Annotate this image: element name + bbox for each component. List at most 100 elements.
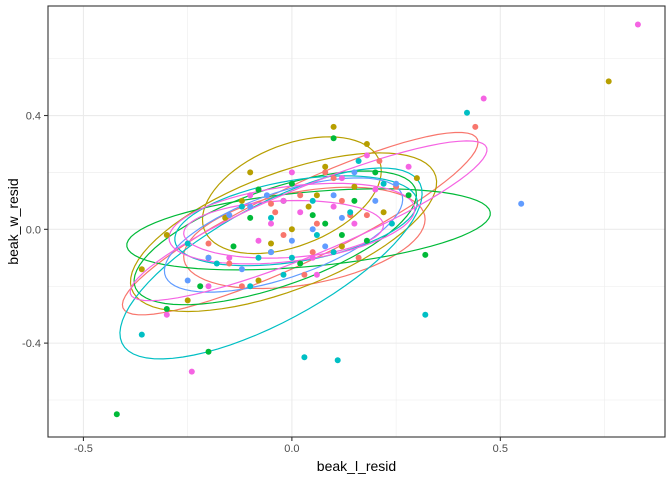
data-point — [388, 220, 395, 227]
panel-border — [47, 5, 666, 438]
data-point — [138, 266, 145, 273]
data-point — [334, 357, 341, 364]
data-point — [363, 152, 370, 159]
data-point — [238, 197, 245, 204]
data-point — [255, 186, 262, 193]
data-point — [280, 197, 287, 204]
x-axis-ticks: -0.5 0.0 0.5 — [74, 437, 508, 455]
data-point — [309, 212, 316, 219]
confidence-ellipse — [183, 186, 426, 290]
data-point — [247, 192, 254, 199]
data-point — [322, 163, 329, 170]
data-point — [393, 180, 400, 187]
data-point — [313, 271, 320, 278]
data-point — [330, 175, 337, 182]
data-point — [518, 200, 525, 207]
data-point — [205, 348, 212, 355]
data-point — [338, 232, 345, 238]
data-point — [288, 254, 295, 261]
data-point — [238, 266, 245, 273]
data-point — [363, 141, 370, 147]
data-point — [197, 283, 204, 290]
confidence-ellipse — [129, 152, 438, 313]
data-point — [309, 226, 316, 233]
data-point — [138, 331, 145, 338]
data-point — [351, 220, 358, 227]
data-point — [351, 169, 358, 176]
data-point — [288, 237, 295, 244]
data-point — [338, 214, 345, 221]
data-point — [355, 254, 362, 261]
data-point — [305, 203, 312, 210]
data-point — [268, 200, 274, 207]
data-point — [238, 203, 245, 210]
data-point — [313, 232, 320, 238]
data-point — [226, 254, 233, 261]
data-point — [113, 411, 120, 418]
data-point — [268, 249, 274, 256]
data-point — [372, 197, 379, 204]
data-point — [184, 297, 191, 304]
data-point — [338, 243, 345, 250]
confidence-ellipse — [168, 182, 416, 265]
data-point — [268, 240, 274, 247]
data-point — [330, 192, 337, 199]
x-tick-label: 0.5 — [493, 443, 508, 455]
data-point — [313, 220, 320, 227]
data-point — [268, 214, 274, 221]
data-point — [247, 283, 254, 290]
data-point — [288, 226, 295, 233]
data-points — [113, 21, 641, 418]
data-point — [188, 368, 195, 375]
data-point — [205, 240, 212, 247]
data-point — [205, 283, 212, 290]
data-point — [347, 209, 354, 216]
data-point — [405, 192, 412, 199]
data-point — [163, 311, 170, 318]
data-point — [297, 209, 304, 216]
y-tick-label: -0.4 — [22, 338, 41, 350]
data-point — [163, 232, 170, 238]
data-point — [338, 175, 345, 182]
data-point — [247, 169, 254, 176]
data-point — [372, 169, 379, 176]
data-point — [184, 277, 191, 284]
confidence-ellipse — [133, 170, 418, 306]
data-point — [288, 180, 295, 187]
data-point — [422, 311, 429, 318]
y-axis-ticks: -0.4 0.0 0.4 — [22, 111, 48, 350]
data-point — [255, 254, 262, 261]
confidence-ellipse — [201, 136, 382, 255]
data-point — [351, 183, 358, 190]
data-point — [280, 232, 287, 238]
data-point — [405, 163, 412, 170]
data-point — [322, 243, 329, 250]
data-point — [301, 271, 308, 278]
data-point — [309, 197, 316, 204]
y-axis-title: beak_w_resid — [5, 178, 21, 264]
data-point — [422, 251, 429, 258]
y-tick-label: 0.4 — [26, 111, 41, 123]
confidence-ellipse — [126, 188, 491, 271]
x-axis-title: beak_l_resid — [317, 458, 396, 474]
data-point — [363, 212, 370, 219]
data-point — [372, 186, 379, 193]
data-point — [226, 212, 233, 219]
data-point — [330, 203, 337, 210]
data-point — [351, 197, 358, 204]
data-point — [330, 135, 337, 142]
data-point — [380, 180, 387, 187]
data-point — [213, 260, 220, 267]
data-point — [184, 240, 191, 247]
data-point — [247, 214, 254, 221]
data-point — [309, 254, 316, 261]
data-point — [464, 109, 470, 116]
data-point — [355, 158, 362, 164]
data-point — [263, 192, 270, 199]
x-tick-label: -0.5 — [74, 443, 93, 455]
data-point — [634, 21, 641, 28]
data-point — [363, 237, 370, 244]
data-point — [301, 354, 308, 361]
